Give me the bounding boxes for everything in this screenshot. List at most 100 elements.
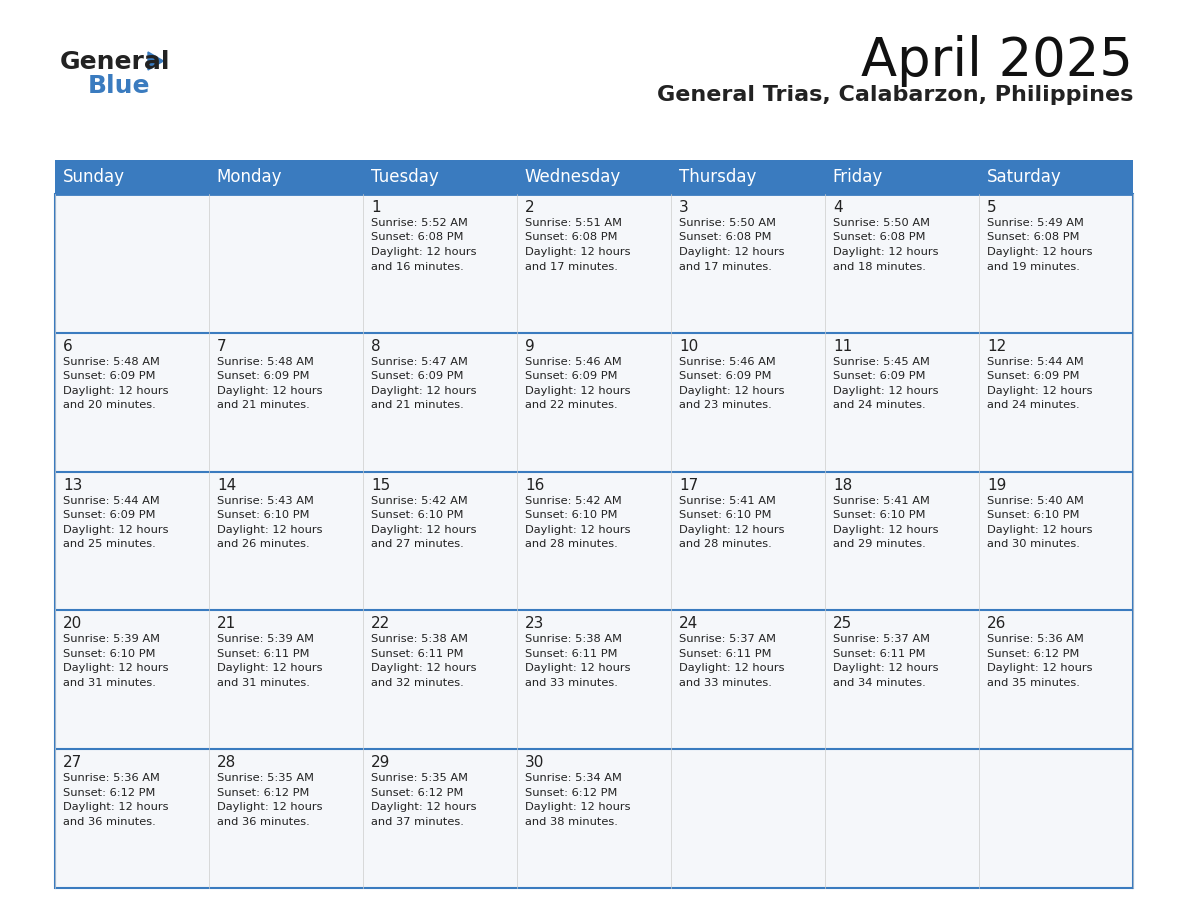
Text: Daylight: 12 hours: Daylight: 12 hours — [525, 664, 631, 674]
Text: Daylight: 12 hours: Daylight: 12 hours — [987, 247, 1093, 257]
Text: Sunrise: 5:40 AM: Sunrise: 5:40 AM — [987, 496, 1083, 506]
Text: 15: 15 — [371, 477, 390, 493]
Text: Sunset: 6:11 PM: Sunset: 6:11 PM — [680, 649, 771, 659]
Bar — [979, 333, 1133, 472]
Text: 6: 6 — [63, 339, 72, 353]
Bar — [209, 749, 364, 888]
Text: 28: 28 — [217, 756, 236, 770]
Text: 23: 23 — [525, 616, 544, 632]
Text: 14: 14 — [217, 477, 236, 493]
Text: Sunrise: 5:35 AM: Sunrise: 5:35 AM — [217, 773, 314, 783]
Text: Sunrise: 5:49 AM: Sunrise: 5:49 AM — [987, 218, 1083, 228]
Bar — [55, 472, 209, 610]
Text: and 26 minutes.: and 26 minutes. — [217, 539, 310, 549]
Text: Sunrise: 5:34 AM: Sunrise: 5:34 AM — [525, 773, 621, 783]
Text: Sunrise: 5:46 AM: Sunrise: 5:46 AM — [525, 357, 621, 367]
Text: Sunrise: 5:52 AM: Sunrise: 5:52 AM — [371, 218, 468, 228]
Text: Blue: Blue — [88, 74, 151, 98]
Text: Daylight: 12 hours: Daylight: 12 hours — [680, 524, 784, 534]
Text: Daylight: 12 hours: Daylight: 12 hours — [217, 802, 322, 812]
Text: 11: 11 — [833, 339, 852, 353]
Text: 12: 12 — [987, 339, 1006, 353]
Text: Sunset: 6:09 PM: Sunset: 6:09 PM — [987, 371, 1080, 381]
Bar — [55, 749, 209, 888]
Text: Sunrise: 5:38 AM: Sunrise: 5:38 AM — [525, 634, 623, 644]
Text: and 28 minutes.: and 28 minutes. — [680, 539, 772, 549]
Bar — [364, 610, 517, 749]
Text: Daylight: 12 hours: Daylight: 12 hours — [833, 247, 939, 257]
Text: Daylight: 12 hours: Daylight: 12 hours — [371, 802, 476, 812]
Text: Sunrise: 5:48 AM: Sunrise: 5:48 AM — [63, 357, 160, 367]
Text: 8: 8 — [371, 339, 380, 353]
Text: and 35 minutes.: and 35 minutes. — [987, 677, 1080, 688]
Text: Sunset: 6:12 PM: Sunset: 6:12 PM — [217, 788, 309, 798]
Text: Sunset: 6:09 PM: Sunset: 6:09 PM — [371, 371, 463, 381]
Text: Daylight: 12 hours: Daylight: 12 hours — [371, 247, 476, 257]
Text: Sunrise: 5:45 AM: Sunrise: 5:45 AM — [833, 357, 930, 367]
Text: and 21 minutes.: and 21 minutes. — [217, 400, 310, 410]
Text: Sunset: 6:10 PM: Sunset: 6:10 PM — [525, 510, 618, 521]
Text: Daylight: 12 hours: Daylight: 12 hours — [371, 386, 476, 396]
Bar — [55, 160, 209, 194]
Bar — [209, 610, 364, 749]
Text: Thursday: Thursday — [678, 168, 756, 186]
Text: and 30 minutes.: and 30 minutes. — [987, 539, 1080, 549]
Bar — [209, 333, 364, 472]
Text: Sunrise: 5:50 AM: Sunrise: 5:50 AM — [680, 218, 776, 228]
Text: 27: 27 — [63, 756, 82, 770]
Text: Sunrise: 5:36 AM: Sunrise: 5:36 AM — [63, 773, 160, 783]
Bar — [209, 194, 364, 333]
Text: 3: 3 — [680, 200, 689, 215]
Text: Wednesday: Wednesday — [525, 168, 621, 186]
Text: and 31 minutes.: and 31 minutes. — [63, 677, 156, 688]
Text: 2: 2 — [525, 200, 535, 215]
Text: Sunrise: 5:44 AM: Sunrise: 5:44 AM — [63, 496, 159, 506]
Text: and 19 minutes.: and 19 minutes. — [987, 262, 1080, 272]
Text: and 32 minutes.: and 32 minutes. — [371, 677, 463, 688]
Text: Sunrise: 5:43 AM: Sunrise: 5:43 AM — [217, 496, 314, 506]
Text: Sunset: 6:10 PM: Sunset: 6:10 PM — [63, 649, 156, 659]
Bar — [517, 749, 671, 888]
Text: Daylight: 12 hours: Daylight: 12 hours — [217, 386, 322, 396]
Text: General: General — [61, 50, 171, 74]
Text: 7: 7 — [217, 339, 227, 353]
Text: and 22 minutes.: and 22 minutes. — [525, 400, 618, 410]
Text: and 37 minutes.: and 37 minutes. — [371, 817, 463, 827]
Text: and 24 minutes.: and 24 minutes. — [987, 400, 1080, 410]
Text: Sunrise: 5:42 AM: Sunrise: 5:42 AM — [371, 496, 468, 506]
Text: 18: 18 — [833, 477, 852, 493]
Text: and 36 minutes.: and 36 minutes. — [63, 817, 156, 827]
Text: April 2025: April 2025 — [861, 35, 1133, 87]
Text: 5: 5 — [987, 200, 997, 215]
Text: 19: 19 — [987, 477, 1006, 493]
Text: Sunrise: 5:47 AM: Sunrise: 5:47 AM — [371, 357, 468, 367]
Bar — [517, 472, 671, 610]
Text: Sunday: Sunday — [63, 168, 125, 186]
Text: Sunrise: 5:35 AM: Sunrise: 5:35 AM — [371, 773, 468, 783]
Bar — [209, 160, 364, 194]
Bar — [671, 333, 824, 472]
Bar — [517, 160, 671, 194]
Text: Daylight: 12 hours: Daylight: 12 hours — [833, 524, 939, 534]
Text: Sunset: 6:08 PM: Sunset: 6:08 PM — [680, 232, 771, 242]
Bar — [364, 472, 517, 610]
Text: Sunset: 6:09 PM: Sunset: 6:09 PM — [217, 371, 310, 381]
Text: Sunrise: 5:38 AM: Sunrise: 5:38 AM — [371, 634, 468, 644]
Bar — [824, 194, 979, 333]
Text: Sunset: 6:11 PM: Sunset: 6:11 PM — [833, 649, 925, 659]
Bar — [364, 333, 517, 472]
Text: and 25 minutes.: and 25 minutes. — [63, 539, 156, 549]
Bar — [671, 194, 824, 333]
Text: Sunset: 6:08 PM: Sunset: 6:08 PM — [525, 232, 618, 242]
Text: Daylight: 12 hours: Daylight: 12 hours — [63, 386, 169, 396]
Text: and 17 minutes.: and 17 minutes. — [680, 262, 772, 272]
Text: Sunrise: 5:51 AM: Sunrise: 5:51 AM — [525, 218, 623, 228]
Text: Sunrise: 5:37 AM: Sunrise: 5:37 AM — [833, 634, 930, 644]
Text: and 28 minutes.: and 28 minutes. — [525, 539, 618, 549]
Text: Sunset: 6:11 PM: Sunset: 6:11 PM — [525, 649, 618, 659]
Text: and 33 minutes.: and 33 minutes. — [680, 677, 772, 688]
Text: Sunset: 6:08 PM: Sunset: 6:08 PM — [371, 232, 463, 242]
Bar — [55, 194, 209, 333]
Text: Daylight: 12 hours: Daylight: 12 hours — [371, 524, 476, 534]
Polygon shape — [148, 52, 164, 70]
